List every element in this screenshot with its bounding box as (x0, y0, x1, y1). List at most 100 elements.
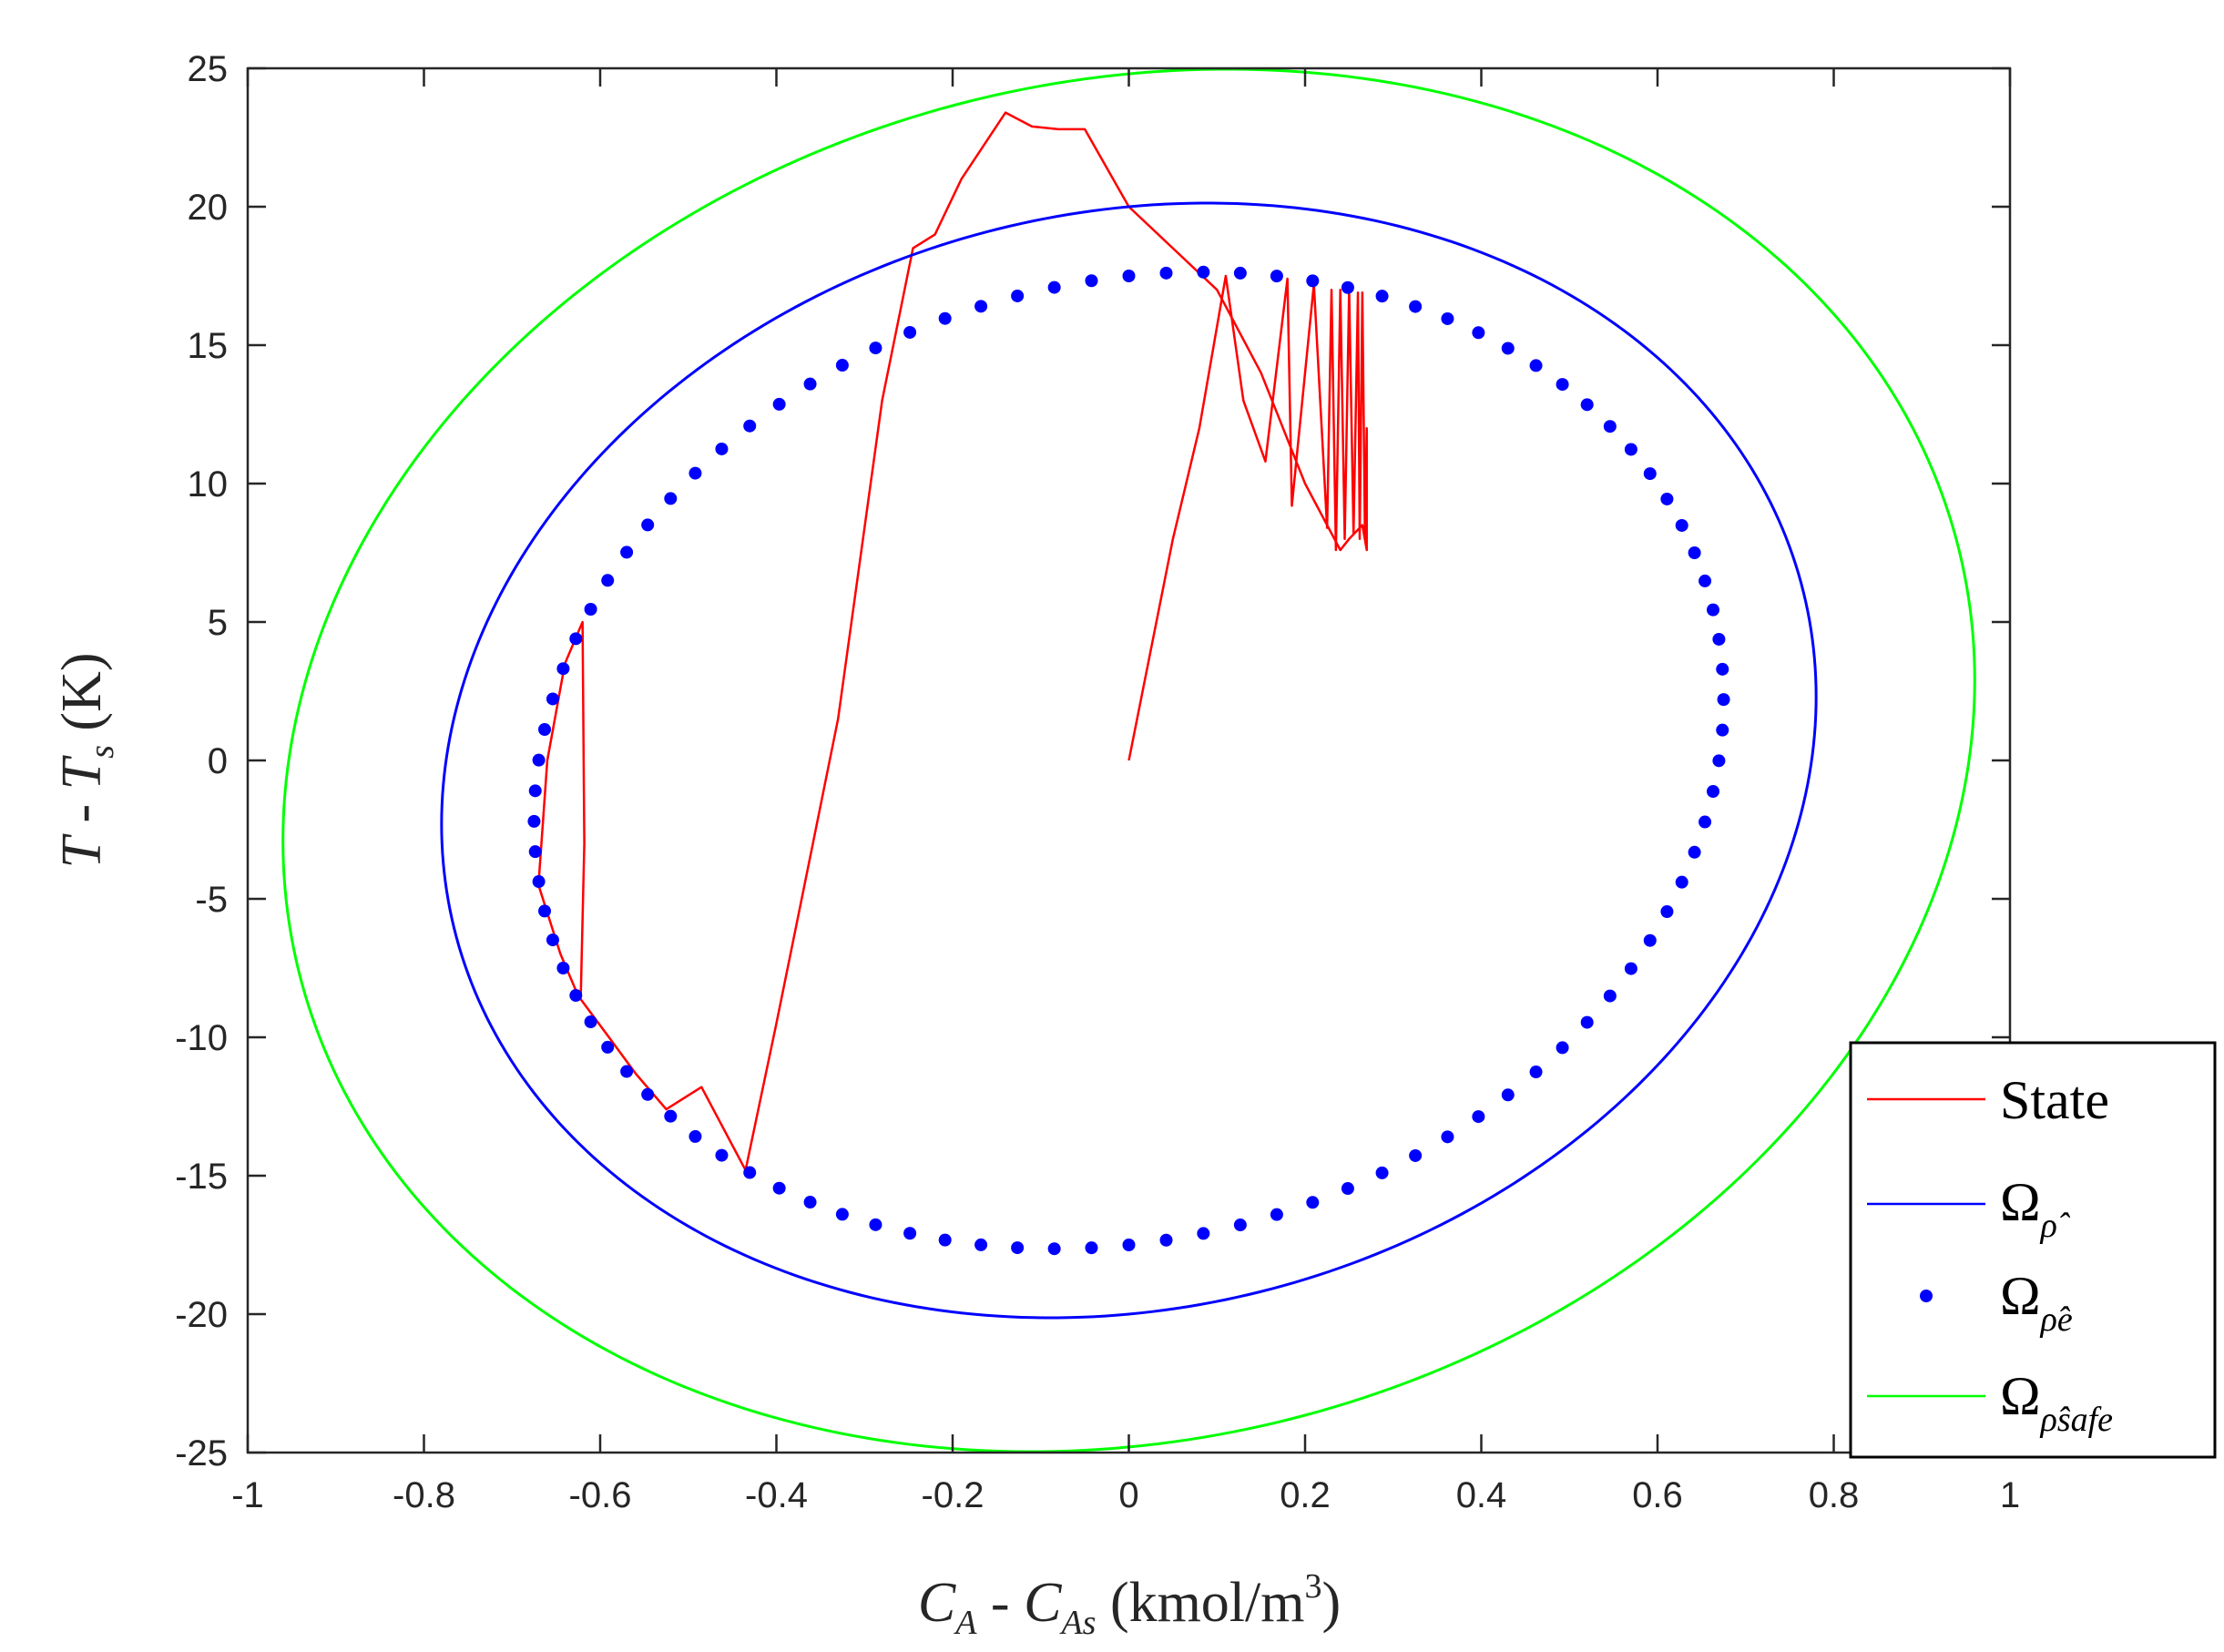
omega-rho-e-point (527, 814, 541, 828)
omega-rho-e-point (1409, 1148, 1423, 1162)
x-axis-label: CA - CAs (kmol/m3) (918, 1567, 1341, 1642)
omega-rho-e-point (689, 1129, 702, 1143)
omega-rho-e-point (903, 325, 917, 339)
legend-label-omega-rho-safe: Ωρ̂safe (2000, 1366, 2113, 1439)
omega-rho-e-point (869, 1218, 882, 1231)
omega-rho-e-point (601, 1040, 615, 1054)
omega-rho-e-point (1556, 1041, 1569, 1055)
omega-rho-e-point (556, 662, 570, 676)
y-axis-label-var-b: T (51, 754, 113, 790)
omega-rho-e-point (1441, 1130, 1454, 1144)
omega-rho-e-point (1580, 398, 1594, 412)
omega-rho-e-point (1122, 1239, 1136, 1251)
omega-rho-e-point (1197, 265, 1210, 279)
omega-rho-e-point (546, 933, 559, 947)
omega-rho-e-point (1011, 289, 1025, 302)
omega-rho-e-point (938, 311, 952, 325)
omega-rho-e-point (1699, 815, 1712, 829)
x-tick-label: -0.2 (922, 1475, 984, 1515)
y-tick-label: 20 (188, 188, 229, 228)
omega-rho-e-point (1233, 1219, 1247, 1232)
y-tick-label: -10 (175, 1018, 228, 1058)
x-axis-label-var-b: C (1024, 1572, 1062, 1634)
omega-rho-curve (440, 201, 1818, 1320)
omega-rho-e-point (1688, 845, 1701, 859)
omega-rho-e-point (1716, 723, 1729, 737)
x-axis-label-var-a: C (918, 1572, 956, 1634)
omega-rho-e-point (1675, 518, 1688, 532)
omega-rho-e-point (1270, 1208, 1283, 1221)
legend-label-omega-rho-e-sub: ρ̂e (2040, 1300, 2073, 1339)
omega-rho-e-point (538, 723, 552, 737)
omega-rho-e-point (584, 1015, 597, 1029)
x-tick-label: 0.6 (1632, 1475, 1683, 1515)
omega-rho-e-point (556, 962, 570, 974)
omega-rho-e-point (1712, 754, 1726, 768)
x-axis-label-unit-sup: 3 (1305, 1567, 1322, 1606)
omega-rho-e-point (1717, 693, 1730, 707)
omega-rho-e-point (1270, 270, 1283, 283)
x-axis-label-sub-b: As (1058, 1604, 1096, 1642)
x-tick-label: -0.8 (393, 1475, 455, 1515)
omega-rho-e-point (1047, 280, 1061, 294)
omega-rho-e-point (974, 300, 988, 313)
omega-rho-e-point (772, 1181, 786, 1195)
omega-rho-e-point (1047, 1242, 1061, 1256)
omega-rho-e-point (1306, 274, 1320, 288)
omega-rho-e-point (546, 692, 559, 706)
omega-rho-e-point (1122, 270, 1136, 282)
omega-rho-e-point (1706, 603, 1719, 617)
y-axis-label-sub-b: s (83, 745, 121, 759)
omega-rho-e-point (641, 518, 655, 532)
omega-rho-e-point (803, 1196, 817, 1209)
omega-rho-e-point (1699, 574, 1712, 587)
omega-rho-e-point (1556, 378, 1569, 392)
y-tick-label: -5 (195, 880, 228, 920)
omega-rho-e-point (1529, 359, 1543, 372)
omega-rho-e-point (1375, 1166, 1389, 1179)
omega-rho-e-point (1580, 1015, 1594, 1029)
omega-rho-e-point (584, 603, 597, 616)
omega-rho-e-point (803, 377, 817, 391)
omega-rho-e-point (538, 904, 552, 918)
y-tick-label: -25 (175, 1433, 228, 1474)
legend: State Ωρ̂ Ωρ̂e Ωρ̂safe (1849, 1041, 2217, 1459)
omega-rho-e-point (528, 845, 542, 859)
y-tick-label: 15 (188, 326, 229, 366)
omega-rho-e-point (664, 1109, 678, 1123)
x-tick-label: 0.8 (1809, 1475, 1860, 1515)
omega-rho-e-point (532, 875, 546, 889)
omega-rho-e-point (689, 466, 702, 480)
omega-rho-e-point (1706, 784, 1719, 798)
x-tick-label: -1 (231, 1475, 264, 1515)
omega-rho-e-point (1472, 1110, 1485, 1124)
omega-rho-e-point (1159, 266, 1173, 280)
omega-rho-e-point (1341, 280, 1354, 294)
omega-rho-e-point (664, 492, 678, 505)
omega-rho-e-point (835, 359, 849, 372)
omega-rho-e-point (772, 397, 786, 411)
omega-rho-e-point (938, 1233, 952, 1247)
omega-rho-e-point (743, 419, 757, 433)
omega-rho-e-point (835, 1208, 849, 1221)
omega-rho-e-point (1011, 1241, 1025, 1255)
omega-rho-e-point (1233, 266, 1247, 280)
omega-rho-e-point (641, 1087, 655, 1101)
omega-rho-e-point (1688, 546, 1701, 559)
omega-rho-e-point (620, 546, 634, 559)
omega-rho-e-point (1085, 1241, 1098, 1255)
omega-rho-e-point (1643, 467, 1657, 481)
omega-rho-e-point (620, 1065, 634, 1078)
omega-rho-e-point (1341, 1182, 1354, 1196)
omega-rho-e-point (569, 632, 583, 646)
omega-rho-e-point (903, 1227, 917, 1240)
legend-label-omega-rho-symbol: Ω (2000, 1172, 2041, 1232)
legend-label-omega-rho-e: Ωρ̂e (2000, 1266, 2073, 1339)
x-tick-label: 0.2 (1280, 1475, 1331, 1515)
y-tick-label: 0 (208, 741, 228, 781)
y-axis-label-unit: (K) (51, 653, 113, 746)
omega-rho-e-point (1712, 632, 1726, 646)
omega-rho-e-point (1197, 1227, 1210, 1240)
omega-rho-e-point (1624, 962, 1637, 975)
